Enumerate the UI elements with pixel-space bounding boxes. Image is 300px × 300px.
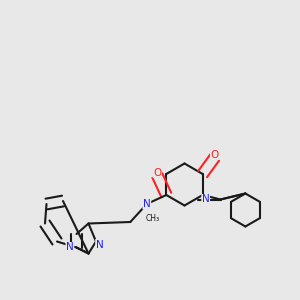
- Text: N: N: [143, 199, 151, 209]
- Text: O: O: [211, 149, 219, 160]
- Text: CH₃: CH₃: [145, 214, 159, 223]
- Text: N: N: [66, 242, 74, 253]
- Text: O: O: [153, 167, 161, 178]
- Text: N: N: [96, 239, 104, 250]
- Text: N: N: [202, 194, 210, 205]
